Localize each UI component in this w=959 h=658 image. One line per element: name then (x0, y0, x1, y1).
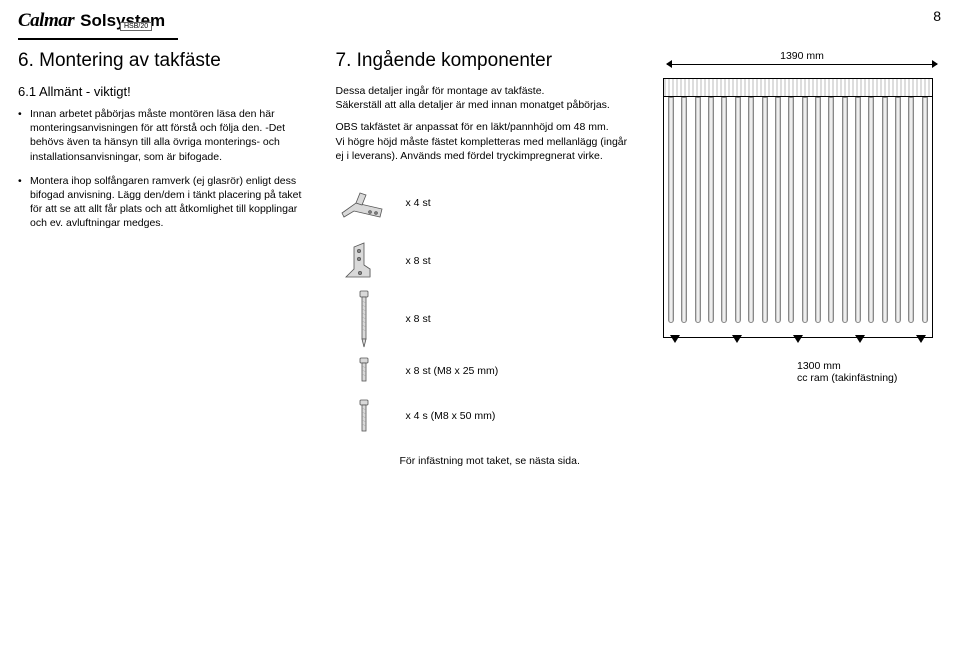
height-dimension-group: 1300 mm cc ram (takinfästning) (797, 360, 947, 384)
component-qty: x 8 st (406, 255, 431, 267)
component-qty: x 8 st (406, 313, 431, 325)
panel-tube (681, 97, 687, 323)
panel-tube (775, 97, 781, 323)
panel-foot (732, 335, 742, 343)
section-6-1-title: 6.1 Allmänt - viktigt! (18, 84, 308, 99)
column-right: 1390 mm 1300 mm cc ram (takinfästning) (663, 50, 941, 467)
section-6-title: 6. Montering av takfäste (18, 50, 308, 72)
bullet-item: Innan arbetet påbörjas måste montören lä… (18, 107, 308, 164)
component-row: x 8 st (M8 x 25 mm) (336, 355, 635, 387)
bolt-short-icon (336, 355, 392, 387)
components-list: x 4 st x 8 st (336, 181, 635, 435)
panel-tube (762, 97, 768, 323)
panel-tube (828, 97, 834, 323)
section-6-bullets: Innan arbetet påbörjas måste montören lä… (18, 107, 308, 230)
component-row: x 8 st (336, 239, 635, 283)
panel-foot (670, 335, 680, 343)
width-dimension-line (667, 64, 937, 74)
component-qty: x 4 s (M8 x 50 mm) (406, 410, 496, 422)
header-rule (18, 38, 178, 40)
panel-tube (668, 97, 674, 323)
section-7-title: 7. Ingående komponenter (336, 50, 635, 72)
panel-tube (868, 97, 874, 323)
doc-header: Calmar Solsystem (18, 10, 941, 32)
bracket-angle-icon (336, 239, 392, 283)
height-dimension-label: 1300 mm (797, 360, 947, 372)
solar-panel-diagram (663, 78, 933, 338)
panel-manifold (664, 79, 932, 97)
intro-paragraph: Dessa detaljer ingår för montage av takf… (336, 84, 635, 112)
panel-tube (922, 97, 928, 323)
panel-tube (721, 97, 727, 323)
panel-tube (802, 97, 808, 323)
header-badge: HSB/20 (120, 22, 152, 31)
panel-tube (882, 97, 888, 323)
panel-tube (855, 97, 861, 323)
width-dimension-label: 1390 mm (663, 50, 941, 62)
panel-feet (664, 335, 932, 343)
panel-tube (895, 97, 901, 323)
bolt-long-icon (336, 297, 392, 341)
section-7-intro: Dessa detaljer ingår för montage av takf… (336, 84, 635, 163)
page-number: 8 (933, 8, 941, 24)
panel-tube (735, 97, 741, 323)
footnote: För infästning mot taket, se nästa sida. (400, 455, 635, 467)
bullet-item: Montera ihop solfångaren ramverk (ej gla… (18, 174, 308, 231)
panel-foot (916, 335, 926, 343)
panel-tube (708, 97, 714, 323)
bracket-flat-icon (336, 181, 392, 225)
content-columns: 6. Montering av takfäste 6.1 Allmänt - v… (18, 50, 941, 467)
component-qty: x 4 st (406, 197, 431, 209)
panel-tube (908, 97, 914, 323)
panel-tube (815, 97, 821, 323)
column-left: 6. Montering av takfäste 6.1 Allmänt - v… (18, 50, 308, 467)
panel-foot (855, 335, 865, 343)
component-qty: x 8 st (M8 x 25 mm) (406, 365, 499, 377)
bolt-medium-icon (336, 397, 392, 435)
intro-paragraph: OBS takfästet är anpassat för en läkt/pa… (336, 120, 635, 163)
component-row: x 4 st (336, 181, 635, 225)
component-row: x 8 st (336, 297, 635, 341)
panel-tube (788, 97, 794, 323)
panel-foot (793, 335, 803, 343)
panel-tube (695, 97, 701, 323)
panel-tube (842, 97, 848, 323)
component-row: x 4 s (M8 x 50 mm) (336, 397, 635, 435)
brand-calmar: Calmar (18, 10, 74, 32)
height-dimension-sublabel: cc ram (takinfästning) (797, 372, 947, 384)
column-middle: 7. Ingående komponenter Dessa detaljer i… (336, 50, 635, 467)
panel-tube (748, 97, 754, 323)
panel-tubes (668, 97, 928, 323)
